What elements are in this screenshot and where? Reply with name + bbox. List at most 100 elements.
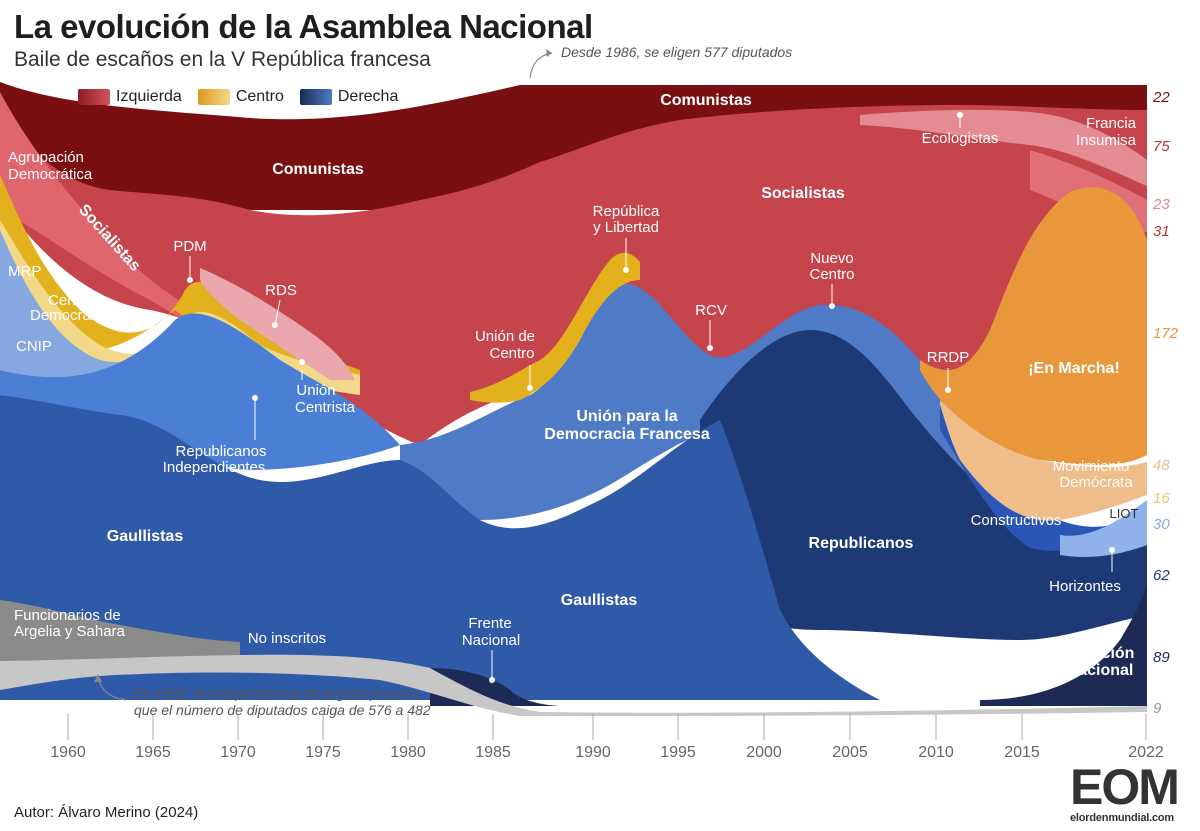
end-value: 9 bbox=[1153, 700, 1162, 717]
x-tick: 2010 bbox=[918, 744, 954, 761]
area-modem bbox=[940, 400, 1147, 521]
page-title: La evolución de la Asamblea Nacional bbox=[14, 8, 593, 45]
author-credit: Autor: Álvaro Merino (2024) bbox=[14, 804, 199, 821]
note-bottom-1: En 1962, la independencia de Argelia pro… bbox=[134, 685, 420, 701]
label-nuevo-centro-1: Nuevo bbox=[810, 250, 853, 267]
label-agrupacion-2: Democrática bbox=[8, 166, 93, 183]
area-en-marcha bbox=[920, 187, 1147, 465]
note-arrow-top-head bbox=[546, 49, 552, 57]
label-mrp: MRP bbox=[8, 263, 41, 280]
x-tick: 2015 bbox=[1004, 744, 1040, 761]
area-union-centro bbox=[470, 252, 640, 403]
end-value: 48 bbox=[1153, 457, 1170, 474]
label-rep-lib-2: y Libertad bbox=[593, 219, 659, 236]
legend-swatch bbox=[299, 89, 332, 105]
x-axis: 1960 1965 1970 1975 1980 1985 1990 1995 … bbox=[50, 714, 1164, 761]
area-cnip bbox=[0, 230, 185, 382]
x-tick: 1975 bbox=[305, 744, 341, 761]
label-agrupacion-1: Agrupación bbox=[8, 149, 84, 166]
end-value: 30 bbox=[1153, 516, 1170, 533]
label-republicanos: Republicanos bbox=[809, 535, 914, 552]
end-values: 22 75 23 31 172 48 16 30 62 89 9 bbox=[1152, 89, 1179, 717]
label-liot: LIOT bbox=[1110, 506, 1139, 521]
x-tick: 2005 bbox=[832, 744, 868, 761]
label-socialistas: Socialistas bbox=[761, 185, 845, 202]
label-comunistas-2: Comunistas bbox=[660, 92, 752, 109]
x-tick: 1965 bbox=[135, 744, 171, 761]
label-pdm: PDM bbox=[173, 238, 206, 255]
legend-label: Centro bbox=[235, 88, 284, 105]
note-bottom-2: que el número de diputados caiga de 576 … bbox=[134, 702, 431, 718]
end-value: 62 bbox=[1153, 567, 1170, 584]
area-centro-light bbox=[0, 220, 360, 395]
note-arrow-bottom-head bbox=[94, 674, 102, 682]
area-gaullistas bbox=[0, 395, 880, 700]
area-agrupacion-nacional bbox=[980, 585, 1147, 706]
x-tick: 1995 bbox=[660, 744, 696, 761]
x-tick: 1960 bbox=[50, 744, 86, 761]
label-rep-indep-2: Independientes bbox=[163, 459, 266, 476]
legend-label: Derecha bbox=[337, 88, 399, 105]
x-tick: 2022 bbox=[1128, 744, 1164, 761]
label-rds: RDS bbox=[265, 282, 297, 299]
end-value: 31 bbox=[1153, 223, 1170, 240]
x-tick: 1990 bbox=[575, 744, 611, 761]
x-tick: 2000 bbox=[746, 744, 782, 761]
legend: Izquierda Centro Derecha bbox=[78, 88, 398, 106]
label-udf-1: Unión para la bbox=[576, 408, 677, 425]
label-union-centrista-2: Centrista bbox=[295, 399, 356, 416]
area-no-inscritos bbox=[0, 654, 1147, 716]
label-fn-2: Nacional bbox=[462, 632, 520, 649]
area-republicanos bbox=[700, 330, 1147, 640]
label-nuevo-centro-2: Centro bbox=[809, 266, 854, 283]
label-union-centro-2: Centro bbox=[489, 345, 534, 362]
legend-item-centro: Centro bbox=[197, 88, 284, 106]
label-centro-dem-1: Centro bbox=[48, 292, 93, 309]
end-value: 16 bbox=[1153, 490, 1170, 507]
note-top: Desde 1986, se eligen 577 diputados bbox=[561, 44, 793, 60]
label-rn-2: Nacional bbox=[1067, 662, 1134, 679]
logo-mark: EOM bbox=[1070, 759, 1180, 815]
area-horizontes bbox=[1060, 500, 1147, 557]
page-subtitle: Baile de escaños en la V República franc… bbox=[14, 48, 431, 71]
label-modem-1: Movimiento bbox=[1053, 458, 1130, 475]
label-en-marcha: ¡En Marcha! bbox=[1028, 360, 1120, 377]
logo-text: elordenmundial.com bbox=[1070, 812, 1174, 824]
x-tick: 1970 bbox=[220, 744, 256, 761]
label-constructivos: Constructivos bbox=[971, 512, 1062, 529]
label-funcionarios-1: Funcionarios de bbox=[14, 607, 121, 624]
end-value: 23 bbox=[1152, 196, 1170, 213]
end-value: 22 bbox=[1152, 89, 1170, 106]
legend-swatch bbox=[78, 89, 110, 105]
note-arrow-top bbox=[529, 52, 553, 79]
label-comunistas-1: Comunistas bbox=[272, 161, 364, 178]
label-rcv: RCV bbox=[695, 302, 727, 319]
area-labels: Comunistas Comunistas Agrupación Democrá… bbox=[8, 92, 1139, 679]
label-rn-1: Agrupación bbox=[1046, 645, 1135, 662]
label-union-centro-1: Unión de bbox=[475, 328, 535, 345]
end-value: 172 bbox=[1153, 325, 1179, 342]
area-centro-yellow bbox=[0, 175, 360, 380]
label-francia-1: Francia bbox=[1086, 115, 1137, 132]
label-centro-dem-2: Democrático bbox=[30, 307, 114, 324]
label-union-centrista-1: Unión bbox=[296, 382, 335, 399]
label-ecologistas: Ecologistas bbox=[922, 130, 999, 147]
label-modem-2: Demócrata bbox=[1059, 474, 1133, 491]
label-fn-1: Frente bbox=[468, 615, 511, 632]
label-rep-indep-1: Republicanos bbox=[176, 443, 267, 460]
label-horizontes: Horizontes bbox=[1049, 578, 1121, 595]
eom-logo[interactable]: EOM elordenmundial.com bbox=[1070, 762, 1188, 824]
label-cnip: CNIP bbox=[16, 338, 52, 355]
legend-item-derecha: Derecha bbox=[299, 88, 399, 106]
label-rep-lib-1: República bbox=[593, 203, 660, 220]
label-gaullistas-1: Gaullistas bbox=[107, 528, 184, 545]
label-funcionarios-2: Argelia y Sahara bbox=[14, 623, 126, 640]
area-funcionarios bbox=[0, 600, 240, 661]
legend-label: Izquierda bbox=[116, 88, 182, 105]
label-gaullistas-2: Gaullistas bbox=[561, 592, 638, 609]
x-tick: 1985 bbox=[475, 744, 511, 761]
label-udf-2: Democracia Francesa bbox=[544, 426, 710, 443]
legend-item-izquierda: Izquierda bbox=[78, 88, 182, 106]
leader-lines bbox=[187, 112, 1115, 683]
